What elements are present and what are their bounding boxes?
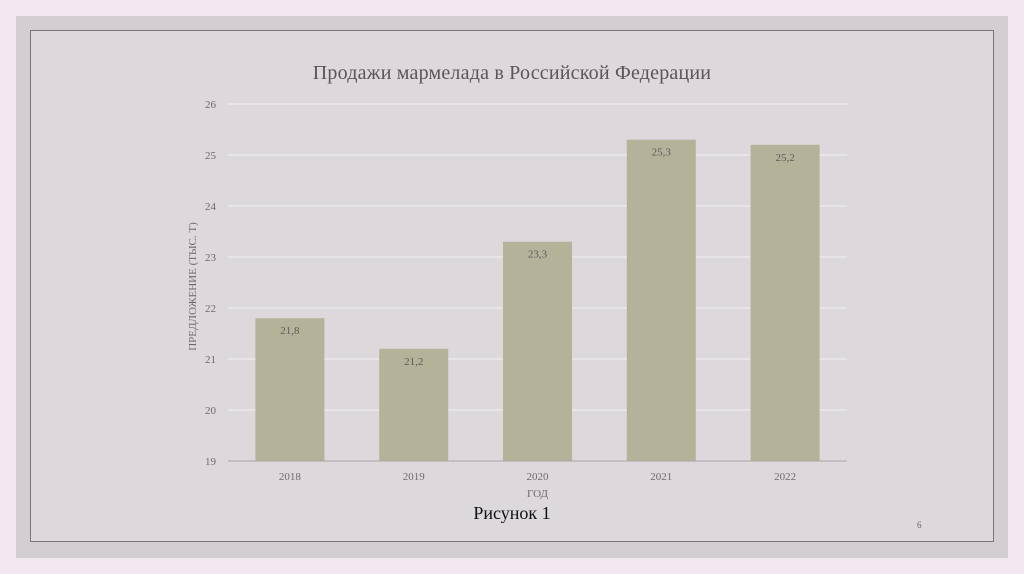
x-tick-label: 2019 [403,471,426,483]
x-axis-ticks: 2018 2019 2020 2021 2022 [279,471,796,483]
x-tick-label: 2022 [774,471,796,483]
y-tick-label: 23 [205,252,217,264]
bar [379,348,449,461]
page-number: 6 [917,520,922,530]
x-tick-label: 2018 [279,471,302,483]
bar [750,144,820,462]
bar [626,139,696,461]
bar [255,318,325,461]
y-tick-label: 19 [205,456,217,468]
x-tick-label: 2020 [527,471,550,483]
chart-title: Продажи мармелада в Российской Федерации [312,62,712,84]
data-label: 23,3 [528,249,548,261]
y-axis-ticks: 19 20 21 22 23 24 25 26 [205,99,217,468]
bar [503,241,572,461]
y-tick-label: 26 [205,99,217,111]
x-tick-label: 2021 [650,471,672,483]
data-labels: 21,8 21,2 23,3 25,3 25,2 [280,147,794,368]
data-label: 25,2 [775,152,794,164]
y-tick-label: 21 [205,354,216,366]
data-label: 25,3 [652,147,672,159]
x-axis-title: ГОД [527,488,548,500]
y-tick-label: 20 [205,405,217,417]
y-tick-label: 25 [205,150,217,162]
y-tick-label: 24 [205,201,217,213]
figure-caption: Рисунок 1 [473,503,551,523]
data-label: 21,8 [280,325,300,337]
data-label: 21,2 [404,356,423,368]
y-tick-label: 22 [205,303,216,315]
bars [255,139,820,462]
y-axis-title: ПРЕДЛОЖЕНИЕ (ТЫС. Т) [187,222,199,351]
